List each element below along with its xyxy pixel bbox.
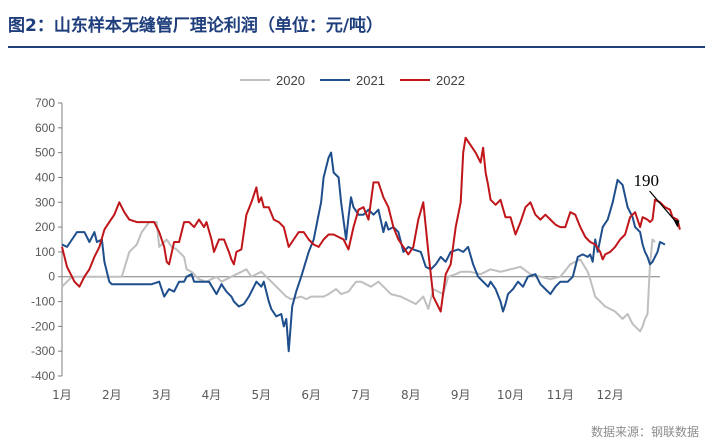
x-tick-label: 2月 (102, 388, 122, 402)
x-tick-label: 6月 (301, 388, 321, 402)
annotation-arrow (649, 190, 678, 224)
data-source-note: 数据来源：钢联数据 (590, 425, 699, 439)
chart-title: 图2：山东样本无缝管厂理论利润（单位：元/吨） (8, 16, 384, 36)
x-tick-label: 12月 (597, 388, 624, 402)
x-tick-label: 8月 (401, 388, 421, 402)
annotation-arrow-head (673, 219, 680, 228)
x-tick-label: 1月 (52, 388, 72, 402)
x-tick-label: 11月 (547, 388, 574, 402)
annotation-label: 190 (634, 171, 660, 190)
series-line-2020 (61, 221, 656, 333)
x-tick-label: 3月 (152, 388, 172, 402)
x-tick-label: 5月 (252, 388, 272, 402)
y-tick-label: -100 (31, 295, 55, 309)
x-tick-label: 9月 (451, 388, 471, 402)
y-tick-label: -300 (31, 344, 55, 358)
y-tick-label: 0 (48, 270, 55, 284)
series-lines (61, 136, 681, 353)
series-line-2022 (61, 136, 681, 313)
legend-label-2021: 2021 (356, 73, 385, 88)
x-tick-label: 10月 (497, 388, 524, 402)
legend-label-2022: 2022 (436, 73, 465, 88)
y-tick-label: 100 (35, 245, 55, 259)
x-axis: 1月 2月 3月 4月 5月 6月 7月 8月 9月 10月 11月 12月 (52, 276, 660, 402)
y-tick-label: 200 (35, 220, 55, 234)
series-line-2021 (61, 151, 666, 353)
y-tick-label: 500 (35, 146, 55, 160)
y-tick-label: 600 (35, 121, 55, 135)
x-tick-label: 4月 (202, 388, 222, 402)
y-tick-label: -400 (31, 369, 55, 383)
annotation: 190 (634, 171, 680, 228)
title-underline (8, 46, 705, 48)
y-tick-label: 300 (35, 195, 55, 209)
x-tick-label: 7月 (351, 388, 371, 402)
y-tick-label: -200 (31, 319, 55, 333)
chart-title-bar: 图2：山东样本无缝管厂理论利润（单位：元/吨） (8, 6, 708, 48)
y-axis: -400 -300 -200 -100 0 100 200 300 400 500 600 700 (31, 96, 63, 383)
legend: 2020 2021 2022 (240, 73, 465, 88)
legend-label-2020: 2020 (276, 73, 305, 88)
y-tick-label: 400 (35, 170, 55, 184)
y-tick-label: 700 (35, 96, 55, 110)
